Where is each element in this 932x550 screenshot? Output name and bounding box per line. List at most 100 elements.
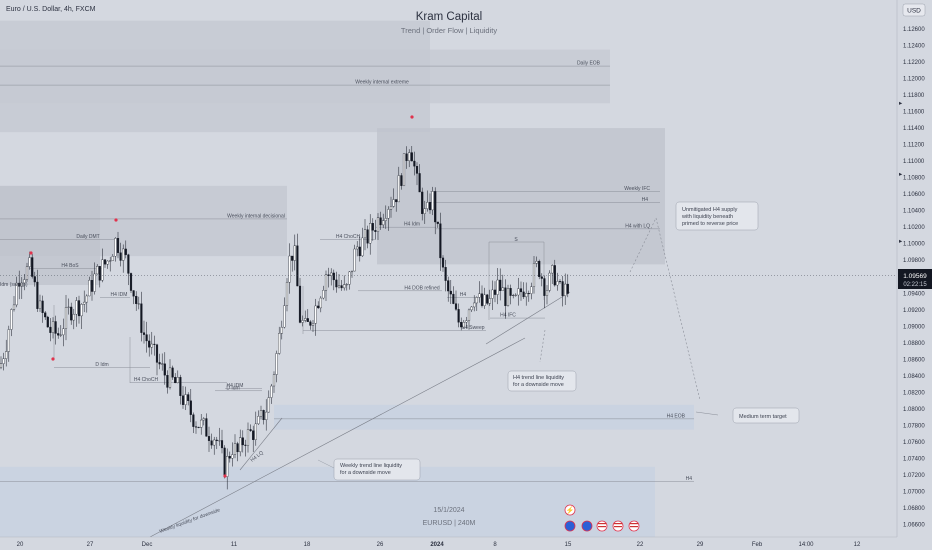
zone-box (274, 404, 694, 430)
zone-boxes (0, 20, 694, 537)
flash-event-icon[interactable] (564, 504, 576, 516)
candle-body (348, 271, 351, 285)
candle-body (90, 280, 94, 292)
price-tick-label: 1.08000 (903, 407, 925, 413)
candle-body (41, 300, 44, 313)
candle-body (530, 286, 533, 294)
page-title: Kram Capital (416, 11, 482, 23)
candle-body (374, 230, 377, 232)
candle-body (363, 229, 367, 239)
candle-body (408, 152, 411, 161)
candle-body (444, 267, 447, 281)
countdown-value: 02:22:15 (903, 282, 927, 288)
candle-body (163, 363, 166, 376)
annotation-supply[interactable]: Unmitigated H4 supply with liquidity ben… (675, 201, 759, 231)
annotation-weekly-line2: for a downside move (340, 470, 391, 476)
candle-body (517, 288, 520, 296)
candle-body (33, 276, 36, 283)
candle-body (181, 395, 185, 405)
swing-marker (223, 474, 227, 478)
annotation-weekly-trendline[interactable]: Weekly trend line liquidity for a downsi… (333, 458, 421, 481)
candle-body (184, 394, 187, 405)
candle-body (522, 291, 525, 298)
time-tick-label: 8 (493, 542, 497, 548)
annotation-h4-trendline[interactable]: H4 trend line liquidity for a downside m… (507, 370, 577, 392)
time-tick-label: 2024 (430, 542, 444, 548)
candle-body (202, 418, 205, 421)
event-icon[interactable] (581, 520, 593, 532)
candle-body (548, 272, 551, 291)
candle-body (506, 288, 510, 307)
candle-body (200, 419, 203, 428)
candle-body (369, 223, 372, 244)
candle-body (415, 166, 419, 174)
candle-body (353, 248, 356, 272)
zone-box (377, 128, 665, 265)
candle-body (421, 191, 424, 214)
candle-body (452, 293, 455, 304)
candle-body (257, 416, 260, 425)
candle-body (285, 281, 289, 306)
svg-text:▸: ▸ (899, 238, 903, 245)
time-axis[interactable]: 20 27 Dec 11 18 26 2024 8 15 22 29 Feb 14:00 12 (17, 542, 861, 548)
candle-body (293, 245, 296, 261)
time-tick-label: 29 (697, 542, 704, 548)
candle-body (150, 343, 153, 348)
candle-body (361, 237, 364, 257)
candle-body (280, 326, 283, 334)
price-tick-label: 1.10400 (903, 209, 925, 215)
candle-body (70, 306, 73, 321)
candle-body (244, 444, 247, 446)
candle-body (379, 217, 382, 226)
candle-body (543, 278, 546, 296)
price-tick-label: 1.07800 (903, 423, 925, 429)
candle-body (296, 245, 299, 287)
candle-body (509, 288, 512, 296)
event-icon[interactable] (564, 520, 576, 532)
candle-body (309, 321, 312, 326)
annotation-h4-line1: H4 trend line liquidity (513, 375, 564, 381)
candle-body (387, 209, 390, 219)
candle-body (158, 362, 161, 365)
candle-body (148, 340, 151, 348)
candle-body (132, 290, 135, 297)
currency-button[interactable] (902, 3, 926, 17)
candle-body (291, 255, 294, 261)
candle-body (93, 273, 96, 292)
candle-body (304, 318, 307, 321)
price-tick-label: 1.08200 (903, 390, 925, 396)
candle-body (499, 279, 502, 291)
price-tick-label: 1.12200 (903, 60, 925, 66)
watermark-date: 15/1/2024 (433, 507, 464, 514)
level-label: H4 ChoCH (336, 234, 361, 240)
candle-body (405, 153, 408, 161)
price-tick-label: 1.06800 (903, 506, 925, 512)
level-label: D Idm (226, 385, 239, 391)
candle-body (103, 259, 107, 265)
time-tick-label: 12 (854, 542, 861, 548)
h4-trend-line (485, 291, 571, 345)
candle-body (397, 175, 400, 203)
candle-body (558, 281, 562, 283)
swing-marker (410, 115, 414, 119)
event-icons[interactable]: ⚡ (564, 504, 640, 532)
candle-body (168, 367, 172, 388)
candle-body (423, 208, 426, 214)
annotation-target[interactable]: Medium term target (732, 407, 800, 424)
candle-body (496, 279, 499, 295)
candle-body (210, 440, 213, 446)
level-label: H4 IDM (111, 292, 128, 298)
candle-body (322, 290, 325, 299)
candle-body (220, 440, 224, 449)
price-tick-label: 1.11400 (903, 126, 925, 132)
zone-box (0, 20, 430, 133)
current-price-badge[interactable] (898, 269, 932, 289)
candle-body (116, 238, 120, 253)
candle-body (140, 303, 143, 333)
candle-body (88, 280, 91, 297)
level-label: H4 Sweep (461, 325, 484, 331)
candle-body (176, 377, 179, 384)
candle-body (493, 289, 497, 295)
annotation-supply-line2: with liquidity beneath (681, 214, 733, 220)
